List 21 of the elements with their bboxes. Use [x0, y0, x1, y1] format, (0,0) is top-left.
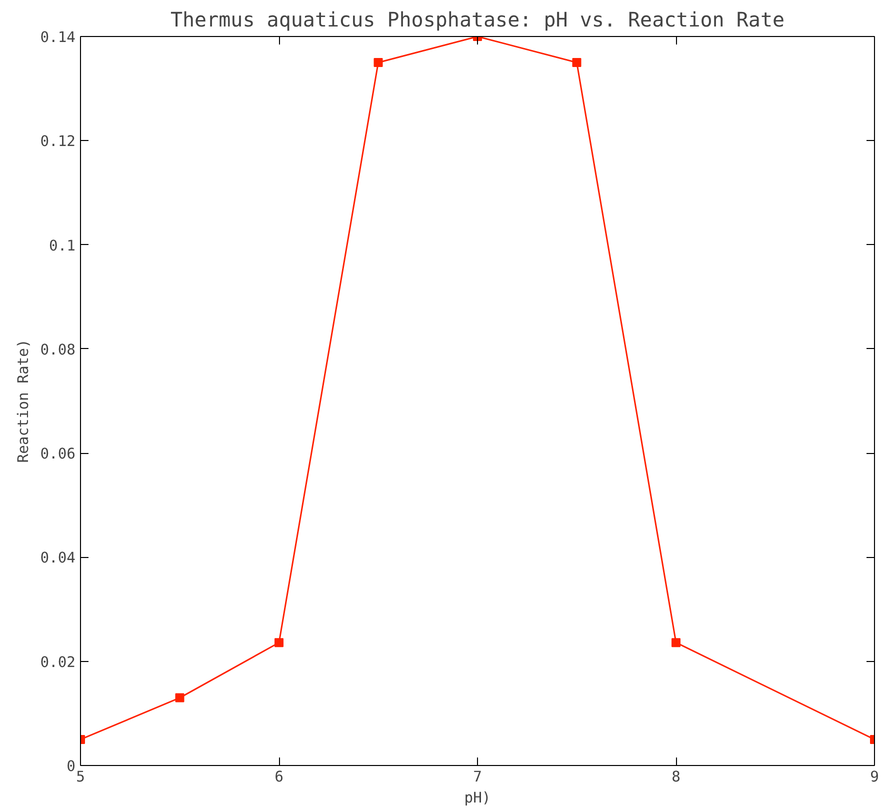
point — [175, 693, 184, 702]
point — [672, 638, 680, 648]
y-tick-label: 0.12 — [40, 133, 76, 150]
chart-title: Thermus aquaticus Phosphatase: pH vs. Reaction Rate — [170, 8, 785, 32]
y-tick-label: 0.06 — [40, 446, 76, 463]
x-tick-label: 5 — [76, 768, 85, 786]
x-axis-title: pH) — [464, 790, 491, 806]
y-tick-label: 0.08 — [40, 341, 76, 358]
y-axis-title: Reaction Rate) — [15, 339, 32, 463]
x-tick-label: 6 — [274, 768, 284, 786]
x-tick-label: 9 — [870, 768, 879, 786]
point — [374, 58, 383, 68]
y-tick-label: 0.02 — [40, 654, 76, 671]
y-tick-label: 0 — [66, 758, 76, 775]
point — [572, 58, 582, 68]
x-tick-label: 7 — [473, 768, 482, 786]
y-tick-label: 0.04 — [40, 550, 76, 567]
point — [274, 638, 284, 648]
y-tick-label: 0.1 — [49, 237, 76, 254]
y-tick-label: 0.14 — [40, 29, 76, 46]
x-tick-label: 8 — [672, 768, 680, 786]
